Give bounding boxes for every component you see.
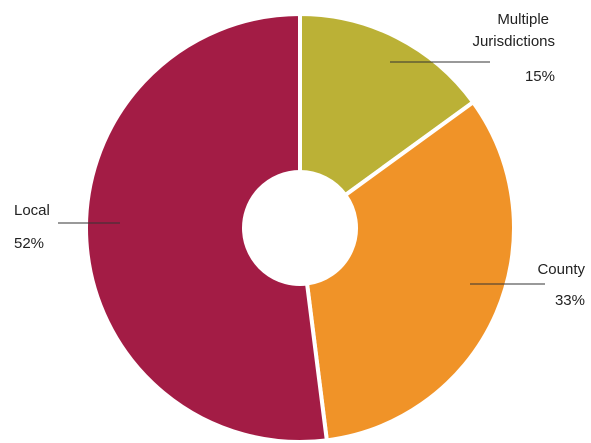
label-multiple-jurisdictions: Multiple Jurisdictions 15% [390,11,555,85]
label-pct-county: 33% [555,292,585,309]
label-pct-local: 52% [14,235,44,252]
label-local: Local 52% [14,202,120,252]
label-name-line-1: Multiple [497,11,549,28]
label-pct-multiple-jurisdictions: 15% [525,68,555,85]
label-county: County 33% [470,261,585,309]
label-name-local: Local [14,202,50,219]
slice-local [84,11,330,443]
slice-multiple-jurisdictions [298,11,476,198]
slices-group [84,11,516,443]
slice-county [304,99,516,443]
label-name-county: County [537,261,585,278]
label-name-line-2: Jurisdictions [472,33,555,50]
